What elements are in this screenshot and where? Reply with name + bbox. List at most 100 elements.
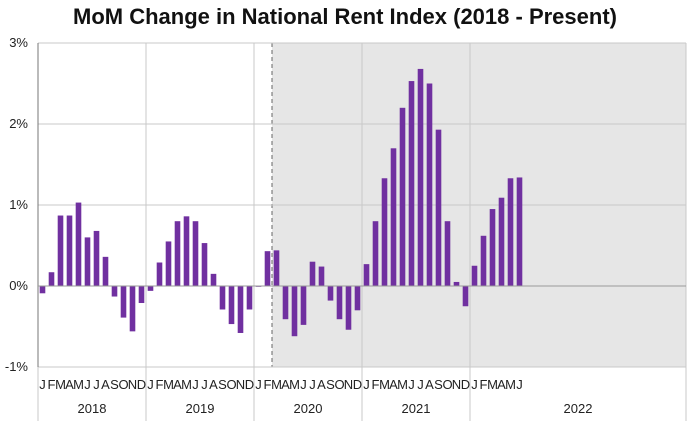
month-label: O xyxy=(118,377,128,392)
bar-2020-11 xyxy=(345,286,352,330)
month-label: N xyxy=(452,377,461,392)
y-tick-label: 1% xyxy=(9,197,28,212)
month-label: O xyxy=(334,377,344,392)
bar-2018-3 xyxy=(57,215,64,286)
bar-2020-10 xyxy=(336,286,343,320)
bar-2021-2 xyxy=(372,221,379,286)
bar-2021-9 xyxy=(435,129,442,286)
bar-2019-1 xyxy=(147,286,154,291)
bar-2018-8 xyxy=(102,256,109,286)
bar-2021-1 xyxy=(363,264,370,286)
month-label: A xyxy=(425,377,434,392)
bar-2019-8 xyxy=(210,273,217,286)
bar-2019-6 xyxy=(192,221,199,286)
bar-2019-10 xyxy=(228,286,235,325)
month-label: F xyxy=(156,377,164,392)
month-label: A xyxy=(281,377,290,392)
month-label: J xyxy=(147,377,154,392)
bar-2019-5 xyxy=(183,216,190,286)
month-label: J xyxy=(39,377,46,392)
month-label: F xyxy=(372,377,380,392)
month-label: M xyxy=(505,377,516,392)
bar-2020-4 xyxy=(282,286,289,320)
year-label-2022: 2022 xyxy=(564,401,593,416)
bar-2020-12 xyxy=(354,286,361,311)
month-label: A xyxy=(65,377,74,392)
bar-2018-12 xyxy=(138,286,145,304)
bar-2018-6 xyxy=(84,237,91,286)
bar-2022-3 xyxy=(489,209,496,286)
month-label: A xyxy=(497,377,506,392)
month-label: N xyxy=(236,377,245,392)
month-label: M xyxy=(487,377,498,392)
bar-2018-10 xyxy=(120,286,127,318)
bar-2021-6 xyxy=(408,81,415,286)
month-label: D xyxy=(353,377,362,392)
bar-2021-10 xyxy=(444,221,451,286)
month-label: M xyxy=(379,377,390,392)
bar-2018-11 xyxy=(129,286,136,332)
month-label: M xyxy=(289,377,300,392)
month-label: M xyxy=(73,377,84,392)
bar-2019-11 xyxy=(237,286,244,333)
month-label: A xyxy=(317,377,326,392)
bar-2018-5 xyxy=(75,202,82,286)
month-label: J xyxy=(300,377,307,392)
bar-2019-2 xyxy=(156,262,163,286)
y-tick-label: 2% xyxy=(9,116,28,131)
month-label: S xyxy=(434,377,443,392)
bar-2022-4 xyxy=(498,197,505,286)
bar-2020-2 xyxy=(264,251,271,286)
month-label: O xyxy=(442,377,452,392)
year-label-2018: 2018 xyxy=(78,401,107,416)
month-label: D xyxy=(461,377,470,392)
bar-2020-8 xyxy=(318,266,325,286)
y-tick-label: 0% xyxy=(9,278,28,293)
month-label: D xyxy=(137,377,146,392)
bar-2018-1 xyxy=(39,286,46,294)
month-label: O xyxy=(226,377,236,392)
bar-2019-9 xyxy=(219,286,226,310)
bar-2020-5 xyxy=(291,286,298,337)
month-label: M xyxy=(181,377,192,392)
year-label-2020: 2020 xyxy=(294,401,323,416)
bar-2021-12 xyxy=(462,286,469,307)
month-label: J xyxy=(201,377,208,392)
month-label: J xyxy=(255,377,262,392)
bar-2020-9 xyxy=(327,286,334,301)
bar-2019-4 xyxy=(174,221,181,286)
month-label: S xyxy=(110,377,119,392)
month-label: F xyxy=(48,377,56,392)
chart-title: MoM Change in National Rent Index (2018 … xyxy=(73,4,617,29)
month-label: N xyxy=(128,377,137,392)
month-label: M xyxy=(397,377,408,392)
bar-2022-2 xyxy=(480,235,487,286)
month-label: J xyxy=(84,377,91,392)
month-label: A xyxy=(209,377,218,392)
bar-2018-9 xyxy=(111,286,118,297)
month-label: M xyxy=(55,377,66,392)
bar-2021-5 xyxy=(399,107,406,286)
month-label: M xyxy=(271,377,282,392)
bar-2019-7 xyxy=(201,243,208,286)
bar-2021-8 xyxy=(426,83,433,286)
month-label: J xyxy=(192,377,199,392)
year-label-2021: 2021 xyxy=(402,401,431,416)
bar-2018-7 xyxy=(93,230,100,286)
month-label: D xyxy=(245,377,254,392)
month-label: F xyxy=(480,377,488,392)
y-tick-label: 3% xyxy=(9,35,28,50)
month-label: J xyxy=(309,377,316,392)
bar-2019-12 xyxy=(246,286,253,310)
bar-2021-3 xyxy=(381,178,388,286)
bar-2018-2 xyxy=(48,272,55,286)
bar-2021-11 xyxy=(453,281,460,286)
month-label: A xyxy=(389,377,398,392)
month-label: F xyxy=(264,377,272,392)
month-label: M xyxy=(163,377,174,392)
bar-2022-6 xyxy=(516,177,523,286)
year-label-2019: 2019 xyxy=(186,401,215,416)
y-tick-label: -1% xyxy=(5,359,29,374)
bar-2020-6 xyxy=(300,286,307,325)
